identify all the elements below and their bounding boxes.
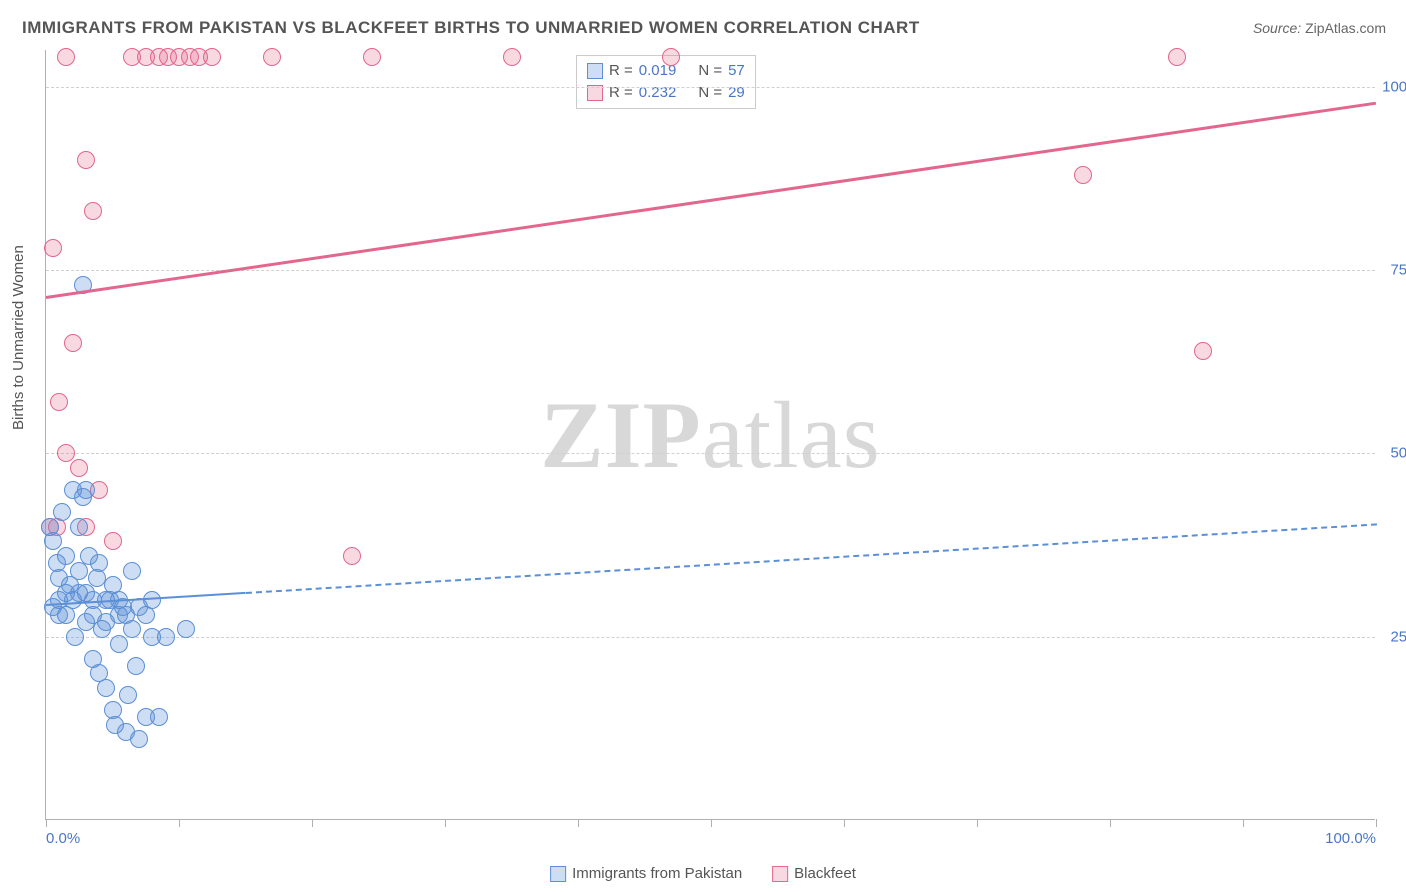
data-point-pakistan bbox=[97, 679, 115, 697]
xtick-label: 100.0% bbox=[1325, 830, 1376, 847]
trendline-pakistan bbox=[245, 523, 1376, 594]
data-point-pakistan bbox=[77, 481, 95, 499]
data-point-blackfeet bbox=[1194, 342, 1212, 360]
swatch-pakistan bbox=[587, 63, 603, 79]
data-point-blackfeet bbox=[203, 48, 221, 66]
watermark-rest: atlas bbox=[702, 382, 881, 488]
data-point-pakistan bbox=[130, 730, 148, 748]
data-point-pakistan bbox=[157, 628, 175, 646]
data-point-blackfeet bbox=[343, 547, 361, 565]
gridline bbox=[46, 453, 1375, 454]
data-point-pakistan bbox=[123, 562, 141, 580]
data-point-blackfeet bbox=[77, 151, 95, 169]
stat-row-blackfeet: R = 0.232 N = 29 bbox=[587, 82, 745, 104]
xtick bbox=[711, 819, 712, 827]
data-point-blackfeet bbox=[70, 459, 88, 477]
r-label: R = bbox=[609, 60, 633, 82]
xtick bbox=[46, 819, 47, 827]
ytick-label: 50.0% bbox=[1390, 445, 1406, 462]
data-point-pakistan bbox=[137, 708, 155, 726]
data-point-blackfeet bbox=[363, 48, 381, 66]
gridline bbox=[46, 637, 1375, 638]
xtick bbox=[1376, 819, 1377, 827]
data-point-pakistan bbox=[53, 503, 71, 521]
xtick bbox=[179, 819, 180, 827]
legend-item-blackfeet: Blackfeet bbox=[772, 865, 856, 882]
watermark-bold: ZIP bbox=[540, 382, 701, 488]
data-point-blackfeet bbox=[263, 48, 281, 66]
data-point-blackfeet bbox=[1168, 48, 1186, 66]
ytick-label: 100.0% bbox=[1382, 78, 1406, 95]
source-attribution: Source: ZipAtlas.com bbox=[1253, 20, 1386, 36]
data-point-blackfeet bbox=[57, 48, 75, 66]
data-point-blackfeet bbox=[1074, 166, 1092, 184]
n-label: N = bbox=[698, 60, 722, 82]
data-point-pakistan bbox=[50, 606, 68, 624]
data-point-blackfeet bbox=[662, 48, 680, 66]
data-point-pakistan bbox=[127, 657, 145, 675]
r-label: R = bbox=[609, 82, 633, 104]
xtick-label: 0.0% bbox=[46, 830, 80, 847]
legend-label-blackfeet: Blackfeet bbox=[794, 865, 856, 882]
data-point-pakistan bbox=[177, 620, 195, 638]
swatch-blackfeet bbox=[772, 866, 788, 882]
ytick-label: 75.0% bbox=[1390, 262, 1406, 279]
watermark: ZIPatlas bbox=[540, 380, 880, 490]
data-point-pakistan bbox=[44, 532, 62, 550]
data-point-pakistan bbox=[123, 620, 141, 638]
bottom-legend: Immigrants from Pakistan Blackfeet bbox=[550, 865, 856, 882]
xtick bbox=[1110, 819, 1111, 827]
data-point-blackfeet bbox=[84, 202, 102, 220]
n-value-pakistan: 57 bbox=[728, 60, 745, 82]
data-point-blackfeet bbox=[503, 48, 521, 66]
xtick bbox=[1243, 819, 1244, 827]
gridline bbox=[46, 270, 1375, 271]
source-label: Source: bbox=[1253, 20, 1301, 36]
ytick-label: 25.0% bbox=[1390, 628, 1406, 645]
xtick bbox=[445, 819, 446, 827]
data-point-blackfeet bbox=[44, 239, 62, 257]
data-point-blackfeet bbox=[50, 393, 68, 411]
source-value: ZipAtlas.com bbox=[1305, 20, 1386, 36]
n-value-blackfeet: 29 bbox=[728, 82, 745, 104]
data-point-blackfeet bbox=[104, 532, 122, 550]
legend-item-pakistan: Immigrants from Pakistan bbox=[550, 865, 742, 882]
data-point-pakistan bbox=[110, 606, 128, 624]
r-value-blackfeet: 0.232 bbox=[639, 82, 677, 104]
data-point-pakistan bbox=[110, 635, 128, 653]
xtick bbox=[312, 819, 313, 827]
legend-label-pakistan: Immigrants from Pakistan bbox=[572, 865, 742, 882]
page-title: IMMIGRANTS FROM PAKISTAN VS BLACKFEET BI… bbox=[22, 18, 920, 38]
data-point-pakistan bbox=[70, 518, 88, 536]
chart-container: ZIPatlas R = 0.019 N = 57 R = 0.232 N = … bbox=[45, 50, 1375, 820]
data-point-pakistan bbox=[119, 686, 137, 704]
y-axis-label: Births to Unmarried Women bbox=[10, 245, 27, 430]
xtick bbox=[977, 819, 978, 827]
data-point-pakistan bbox=[57, 547, 75, 565]
data-point-pakistan bbox=[57, 584, 75, 602]
plot-area: ZIPatlas R = 0.019 N = 57 R = 0.232 N = … bbox=[45, 50, 1375, 820]
data-point-blackfeet bbox=[57, 444, 75, 462]
data-point-pakistan bbox=[90, 554, 108, 572]
data-point-pakistan bbox=[143, 591, 161, 609]
xtick bbox=[578, 819, 579, 827]
xtick bbox=[844, 819, 845, 827]
data-point-blackfeet bbox=[64, 334, 82, 352]
swatch-pakistan bbox=[550, 866, 566, 882]
n-label: N = bbox=[698, 82, 722, 104]
gridline bbox=[46, 87, 1375, 88]
data-point-pakistan bbox=[70, 562, 88, 580]
